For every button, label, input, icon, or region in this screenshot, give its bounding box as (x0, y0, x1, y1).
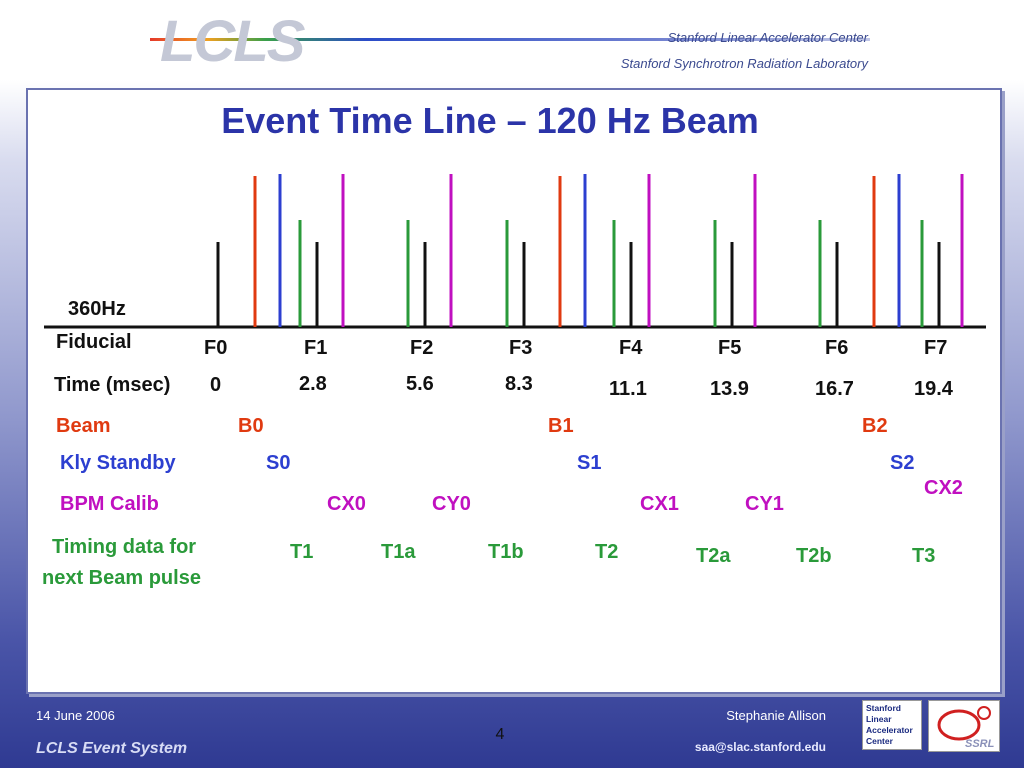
footer-author: Stephanie Allison (726, 708, 826, 723)
time-row-label: Time (msec) (54, 374, 171, 396)
timing-row-label-line1: Timing data for (52, 536, 197, 558)
slac-logo: Stanford Linear Accelerator Center (862, 700, 922, 750)
kly-event-s1: S1 (577, 452, 602, 474)
beam-event-b2: B2 (862, 415, 888, 437)
bpm-event-cx1: CX1 (640, 493, 679, 515)
bpm-event-cy0: CY0 (432, 493, 471, 515)
time-value-5: 13.9 (710, 378, 749, 400)
time-value-3: 8.3 (505, 373, 533, 395)
institution-line-1: Stanford Linear Accelerator Center (667, 30, 868, 45)
ssrl-logo-text: SSRL (965, 738, 995, 750)
time-value-0: 0 (210, 374, 222, 396)
bpm-event-cy1: CY1 (745, 493, 784, 515)
slide-panel (26, 88, 1002, 694)
logo-rainbow-line (150, 38, 870, 41)
timing-row-label-line2: next Beam pulse (42, 567, 201, 589)
bpm-event-cx0: CX0 (327, 493, 366, 515)
kly-event-s0: S0 (266, 452, 291, 474)
timing-event-t2: T2 (595, 541, 619, 563)
fiducial-f3: F3 (509, 337, 533, 359)
kly-event-s2: S2 (890, 452, 915, 474)
timing-event-t3: T3 (912, 545, 936, 567)
timing-event-t2a: T2a (696, 545, 731, 567)
slac-logo-line: Accelerator (866, 725, 913, 735)
timing-event-t1a: T1a (381, 541, 416, 563)
beam-row-label: Beam (56, 415, 111, 437)
kly-standby-row-label: Kly Standby (60, 452, 176, 474)
fiducial-f0: F0 (204, 337, 228, 359)
lcls-logo: LCLS (160, 9, 305, 74)
time-value-4: 11.1 (609, 378, 647, 400)
ssrl-logo: SSRL (928, 700, 1000, 752)
beam-event-b1: B1 (548, 415, 574, 437)
time-value-2: 5.6 (406, 373, 434, 395)
slac-logo-line: Stanford (866, 703, 901, 713)
timing-event-t1b: T1b (488, 541, 524, 563)
timing-event-t2b: T2b (796, 545, 832, 567)
beam-event-b0: B0 (238, 415, 264, 437)
fiducial-f5: F5 (718, 337, 742, 359)
fiducial-f6: F6 (825, 337, 849, 359)
fiducial-label-rate: 360Hz (68, 298, 126, 320)
institution-line-2: Stanford Synchrotron Radiation Laborator… (620, 56, 868, 71)
slac-logo-line: Center (866, 736, 893, 746)
footer-email: saa@slac.stanford.edu (694, 740, 826, 754)
timing-event-t1: T1 (290, 541, 314, 563)
slide-header: LCLS Stanford Linear Accelerator Center … (0, 0, 1024, 80)
footer-page-number: 4 (495, 726, 505, 743)
fiducial-f2: F2 (410, 337, 434, 359)
time-value-1: 2.8 (299, 373, 327, 395)
bpm-calib-row-label: BPM Calib (60, 493, 159, 515)
slac-logo-line: Linear (866, 714, 892, 724)
slide-title: Event Time Line – 120 Hz Beam (221, 100, 759, 141)
ssrl-ring-icon: SSRL (937, 706, 995, 750)
time-value-7: 19.4 (914, 378, 953, 400)
time-value-6: 16.7 (815, 378, 854, 400)
bpm-event-cx2: CX2 (924, 477, 963, 499)
footer-date: 14 June 2006 (36, 708, 115, 723)
fiducial-f4: F4 (619, 337, 643, 359)
footer-system-name: LCLS Event System (36, 740, 188, 757)
fiducial-label-name: Fiducial (56, 331, 132, 353)
fiducial-f7: F7 (924, 337, 948, 359)
fiducial-f1: F1 (304, 337, 328, 359)
